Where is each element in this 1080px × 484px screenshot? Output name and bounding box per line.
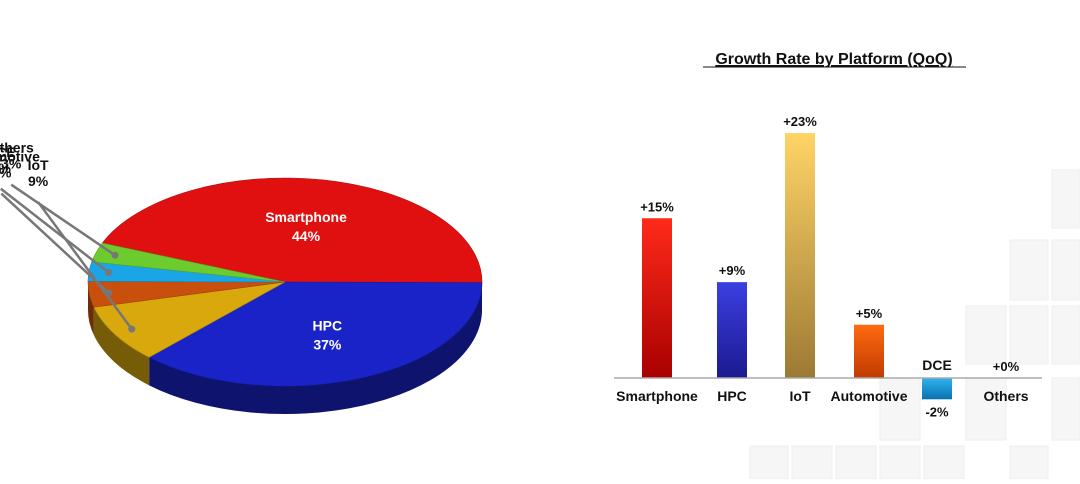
pie-label-others: Others — [0, 140, 34, 156]
pie-leader-dot-automotive — [105, 290, 112, 297]
pie-leader-dot-others — [112, 252, 119, 259]
bar-value-others: +0% — [993, 359, 1020, 374]
pie-leader-others — [11, 185, 115, 256]
bar-value-smartphone: +15% — [640, 199, 674, 214]
pie-value-smartphone: 44% — [292, 228, 321, 244]
bar-dce — [922, 378, 952, 399]
bar-value-dce: -2% — [925, 404, 949, 419]
pie-value-others: 3% — [1, 156, 22, 172]
bar-category-others: Others — [983, 388, 1028, 404]
growth-rate-bars: +15% Smartphone +9% HPC +23% IoT +5% Automotive… — [616, 114, 1029, 419]
pie-leader-dot-iot — [128, 326, 135, 333]
pie-leader-dce — [1, 189, 109, 273]
bar-value-hpc: +9% — [719, 263, 746, 278]
bar-category-dce: DCE — [922, 357, 952, 373]
bar-category-automotive: Automotive — [831, 388, 908, 404]
pie-value-iot: 9% — [28, 173, 49, 189]
pie-label-smartphone: Smartphone — [265, 209, 347, 225]
bar-smartphone — [642, 218, 672, 378]
bar-value-automotive: +5% — [856, 306, 883, 321]
bar-category-iot: IoT — [790, 388, 811, 404]
bar-category-hpc: HPC — [717, 388, 747, 404]
bar-hpc — [717, 282, 747, 378]
bar-value-iot: +23% — [783, 114, 817, 129]
pie-label-hpc: HPC — [313, 318, 343, 334]
bar-iot — [785, 133, 815, 378]
pie-leader-dot-dce — [105, 269, 112, 276]
pie-leader-automotive — [1, 194, 109, 293]
bar-automotive — [854, 325, 884, 378]
pie-value-hpc: 37% — [313, 337, 342, 353]
bar-chart-title: Growth Rate by Platform (QoQ) — [715, 51, 952, 68]
bar-category-smartphone: Smartphone — [616, 388, 698, 404]
